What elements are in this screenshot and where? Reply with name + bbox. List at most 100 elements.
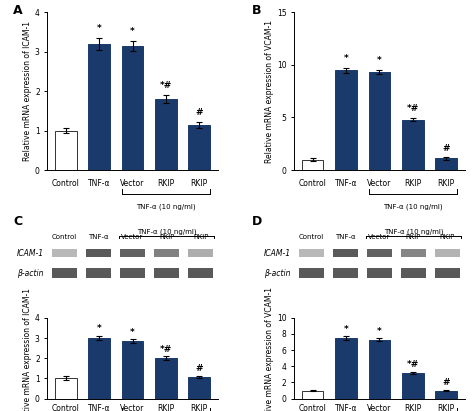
Bar: [435, 159, 457, 170]
Text: Vector: Vector: [121, 234, 144, 240]
Bar: [155, 99, 177, 170]
Text: *: *: [130, 28, 135, 37]
Bar: [188, 249, 213, 257]
Bar: [155, 268, 179, 278]
Bar: [401, 249, 426, 257]
Bar: [52, 249, 77, 257]
Bar: [299, 268, 324, 278]
Bar: [435, 390, 457, 399]
Bar: [122, 46, 143, 170]
Y-axis label: Relative mRNA expression of ICAM-1: Relative mRNA expression of ICAM-1: [23, 21, 32, 161]
Bar: [369, 72, 390, 170]
Text: RKIP: RKIP: [404, 404, 421, 411]
Text: ICAM-1: ICAM-1: [264, 249, 291, 258]
Bar: [120, 268, 145, 278]
Bar: [120, 249, 145, 257]
Text: *#: *#: [407, 104, 419, 113]
Bar: [299, 249, 324, 257]
Text: *#: *#: [160, 345, 172, 354]
Bar: [155, 358, 177, 399]
Text: TNF-α (10 ng/ml): TNF-α (10 ng/ml): [136, 203, 196, 210]
Bar: [367, 249, 392, 257]
Text: *: *: [377, 327, 382, 336]
Text: B: B: [252, 5, 261, 17]
Bar: [369, 339, 390, 399]
Text: β-actin: β-actin: [264, 269, 291, 278]
Y-axis label: Relative mRNA expression of ICAM-1: Relative mRNA expression of ICAM-1: [23, 288, 32, 411]
Bar: [335, 70, 357, 170]
Bar: [333, 268, 357, 278]
Text: Control: Control: [52, 404, 80, 411]
Text: Vector: Vector: [120, 180, 145, 189]
Text: TNF-α (10 ng/ml): TNF-α (10 ng/ml): [137, 229, 196, 235]
Text: TNF-α: TNF-α: [88, 234, 109, 240]
Bar: [188, 268, 213, 278]
Text: RKIP: RKIP: [406, 234, 421, 240]
Bar: [402, 373, 424, 399]
Text: #: #: [442, 144, 450, 152]
Text: TNF-α: TNF-α: [335, 234, 356, 240]
Bar: [302, 159, 323, 170]
Text: Vector: Vector: [367, 404, 392, 411]
Text: RKIP: RKIP: [159, 234, 174, 240]
Text: ICAM-1: ICAM-1: [17, 249, 44, 258]
Bar: [88, 44, 110, 170]
Text: *#: *#: [407, 360, 419, 369]
Bar: [435, 268, 460, 278]
Text: TNF-α: TNF-α: [88, 180, 110, 189]
Text: *: *: [377, 56, 382, 65]
Bar: [435, 249, 460, 257]
Text: RKIP: RKIP: [193, 234, 208, 240]
Text: TNF-α: TNF-α: [88, 404, 110, 411]
Text: β-actin: β-actin: [18, 269, 44, 278]
Text: A: A: [13, 5, 23, 17]
Bar: [122, 341, 143, 399]
Bar: [55, 131, 77, 170]
Bar: [402, 120, 424, 170]
Text: *: *: [344, 54, 348, 63]
Y-axis label: Relative mRNA expression of VCAM-1: Relative mRNA expression of VCAM-1: [265, 20, 274, 163]
Text: RKIP: RKIP: [191, 180, 208, 189]
Bar: [86, 268, 111, 278]
Text: Control: Control: [52, 234, 77, 240]
Text: *: *: [97, 24, 101, 33]
Text: RKIP: RKIP: [438, 180, 455, 189]
Bar: [333, 249, 357, 257]
Text: *: *: [97, 324, 101, 333]
Text: TNF-α (10 ng/ml): TNF-α (10 ng/ml): [383, 229, 443, 235]
Text: C: C: [13, 215, 22, 228]
Text: TNF-α: TNF-α: [335, 404, 357, 411]
Text: RKIP: RKIP: [404, 180, 421, 189]
Text: Control: Control: [52, 180, 80, 189]
Text: *: *: [344, 325, 348, 334]
Text: RKIP: RKIP: [157, 404, 174, 411]
Bar: [335, 338, 357, 399]
Bar: [189, 125, 210, 170]
Y-axis label: Relative mRNA expression of VCAM-1: Relative mRNA expression of VCAM-1: [265, 287, 274, 411]
Text: #: #: [196, 108, 203, 117]
Bar: [155, 249, 179, 257]
Text: Control: Control: [299, 404, 327, 411]
Text: *#: *#: [160, 81, 172, 90]
Bar: [401, 268, 426, 278]
Text: TNF-α (10 ng/ml): TNF-α (10 ng/ml): [383, 203, 443, 210]
Bar: [302, 390, 323, 399]
Text: RKIP: RKIP: [157, 180, 174, 189]
Text: #: #: [442, 379, 450, 387]
Bar: [86, 249, 111, 257]
Text: #: #: [196, 364, 203, 373]
Text: Vector: Vector: [368, 234, 391, 240]
Text: *: *: [130, 328, 135, 337]
Text: Control: Control: [299, 234, 324, 240]
Bar: [367, 268, 392, 278]
Bar: [88, 338, 110, 399]
Bar: [55, 378, 77, 399]
Text: Control: Control: [299, 180, 327, 189]
Text: RKIP: RKIP: [191, 404, 208, 411]
Text: Vector: Vector: [120, 404, 145, 411]
Bar: [189, 377, 210, 399]
Text: Vector: Vector: [367, 180, 392, 189]
Text: RKIP: RKIP: [440, 234, 455, 240]
Bar: [52, 268, 77, 278]
Text: D: D: [252, 215, 262, 228]
